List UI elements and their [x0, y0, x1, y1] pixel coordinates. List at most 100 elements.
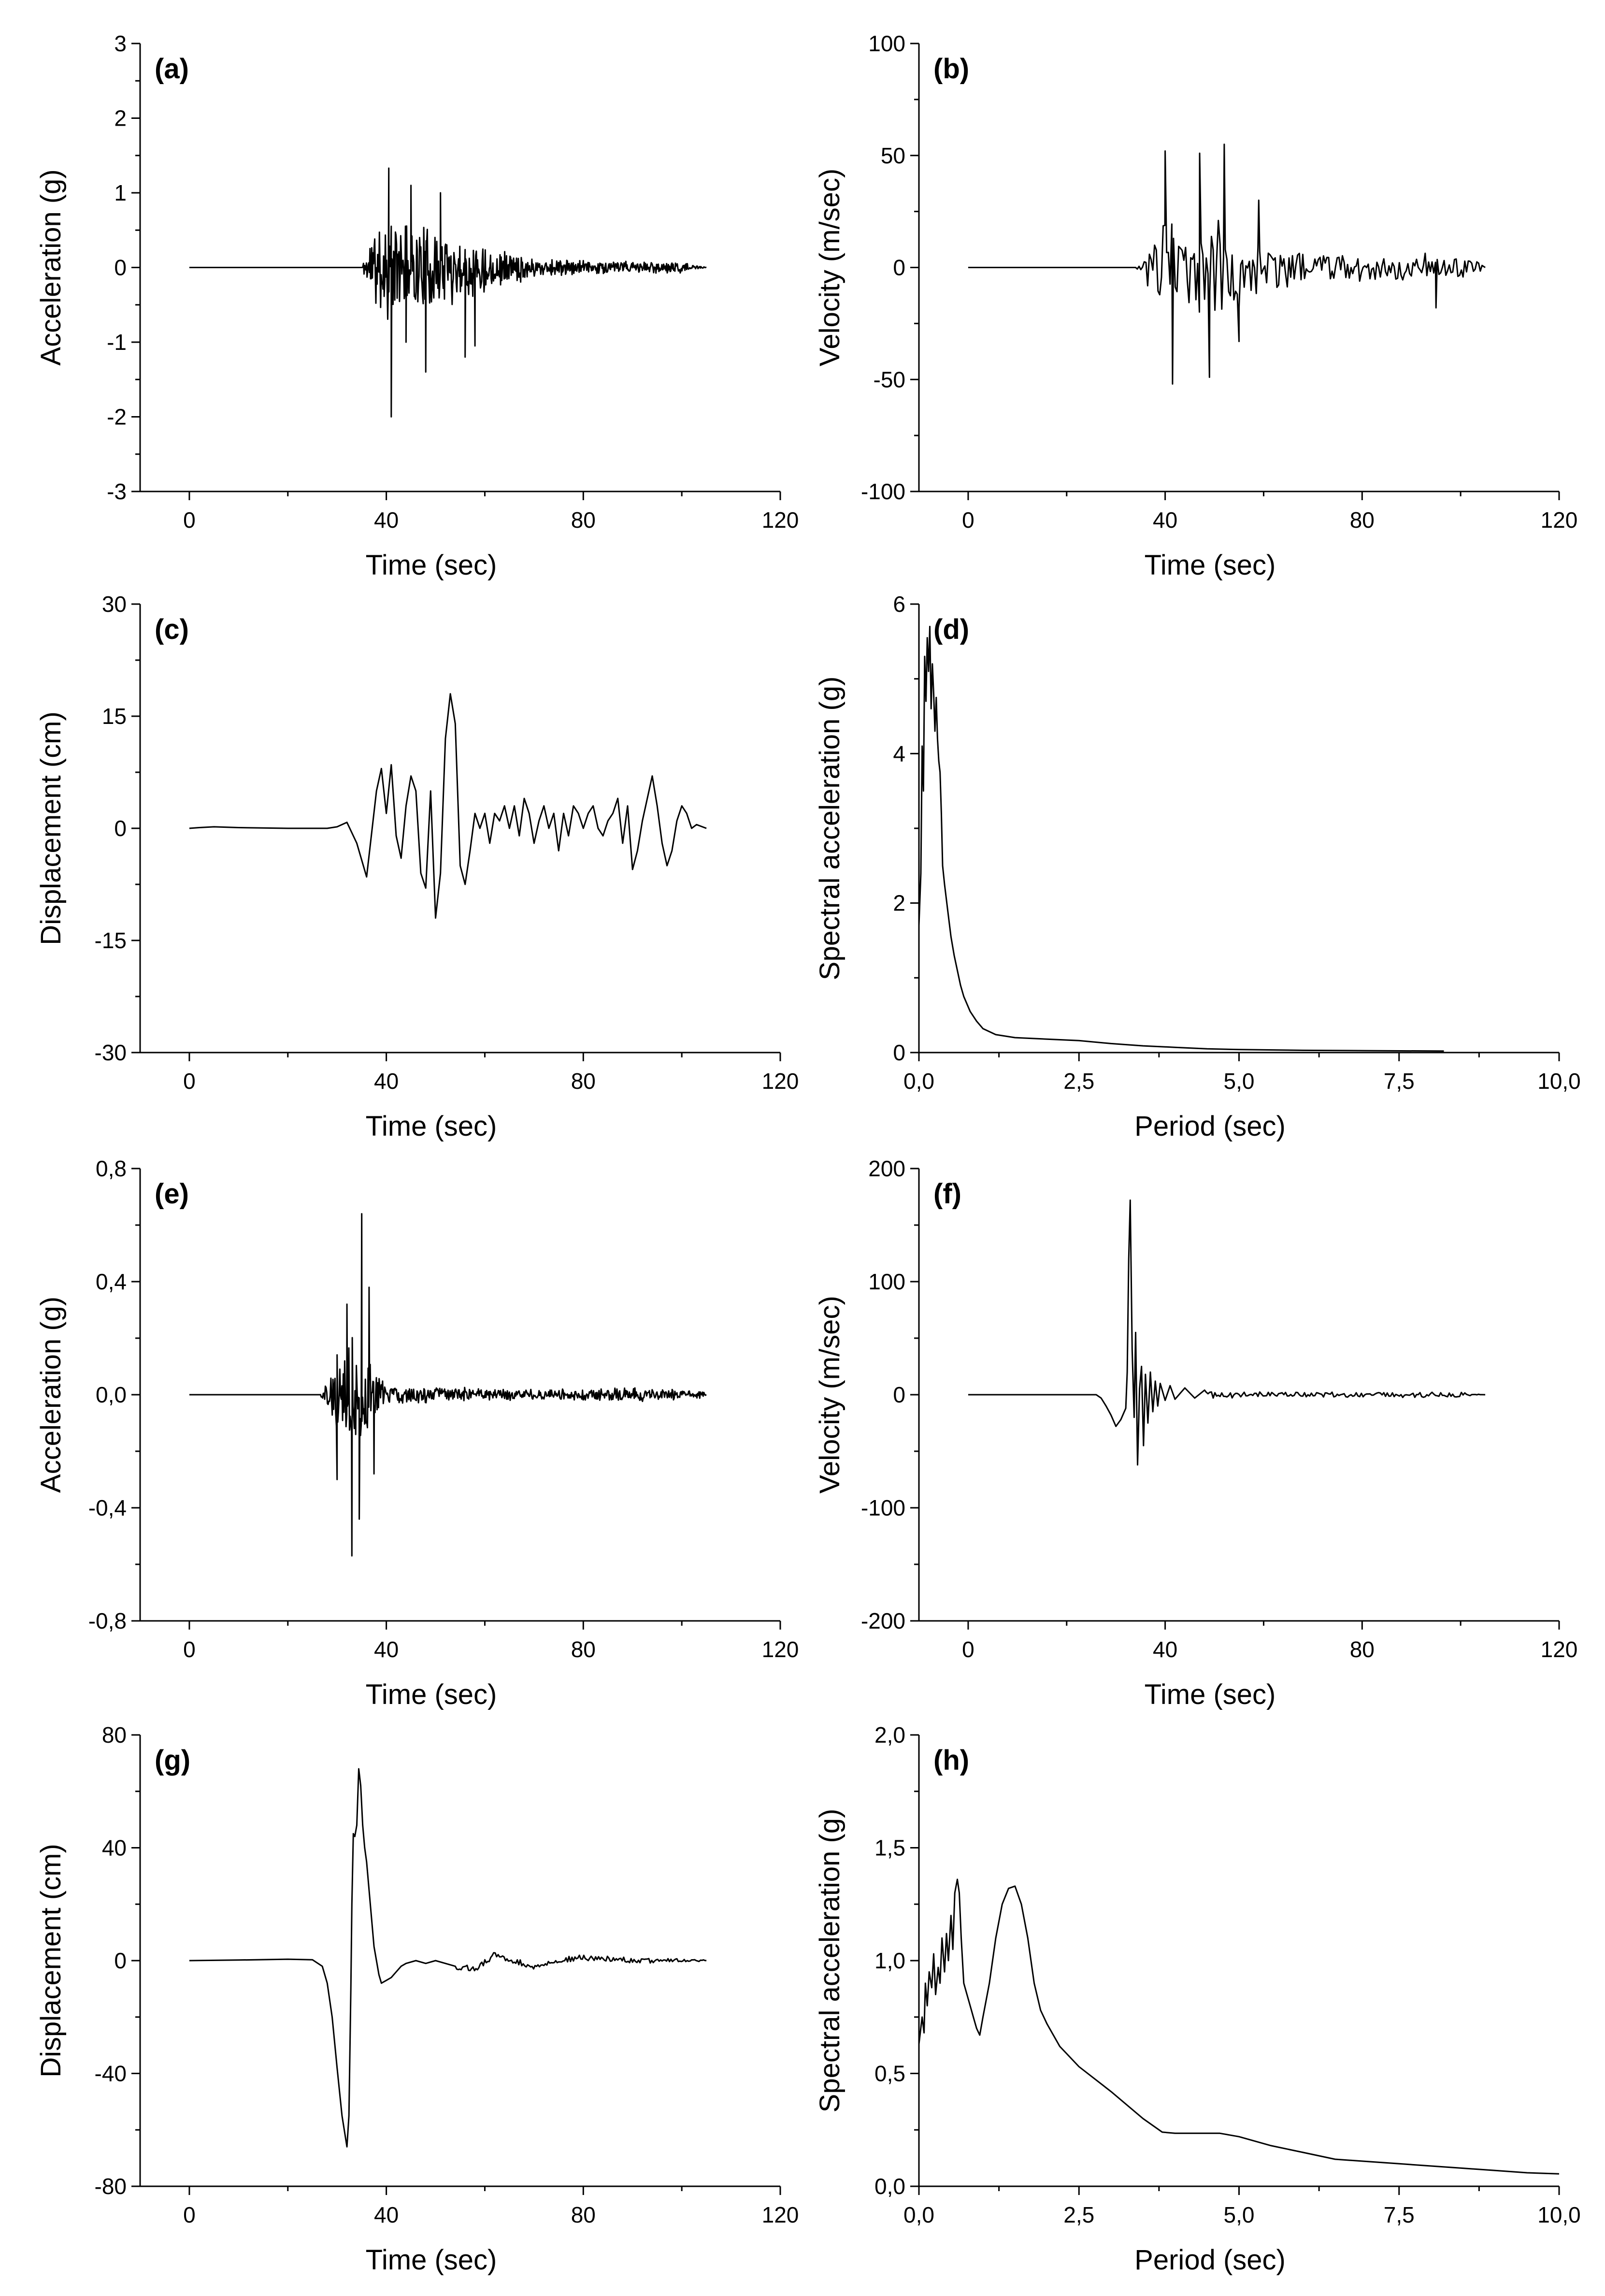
y-axis-title: Velocity (m/sec) [814, 169, 845, 366]
panel-a: 0 40 80 120 -3 -2 -1 0 1 2 3 Time (sec) Acceleration… [35, 31, 799, 581]
y-axis-title: Spectral acceleration (g) [814, 677, 845, 981]
panel-h: 0,0 2,5 5,0 7,5 10,0 0,0 0,5 1,0 1,5 2,0 Period (s… [814, 1722, 1581, 2276]
y-axis-title: Spectral acceleration (g) [814, 1809, 845, 2113]
y-tick-label: 0 [114, 255, 127, 280]
y-tick-label: 3 [114, 31, 127, 56]
y-tick-label: 0,8 [96, 1156, 127, 1181]
y-tick-label: -1 [107, 330, 127, 355]
x-tick-label: 40 [374, 2202, 399, 2227]
y-tick-label: 1 [114, 180, 127, 205]
x-tick-label: 80 [571, 1069, 596, 1094]
x-tick-label: 40 [1153, 507, 1177, 533]
x-axis-title: Time (sec) [366, 2244, 497, 2276]
y-tick-label: 0,4 [96, 1269, 127, 1294]
x-tick-label: 80 [571, 2202, 596, 2227]
x-tick-label: 80 [571, 507, 596, 533]
x-tick-label: 0 [183, 1637, 196, 1662]
x-axis-title: Period (sec) [1134, 1111, 1286, 1142]
panel-label: (e) [155, 1178, 189, 1210]
series-line-acceleration [189, 167, 707, 418]
x-axis-title: Time (sec) [1145, 549, 1276, 581]
panel-f: 0 40 80 120 -200 -100 0 100 200 Time (sec) Velocit… [814, 1156, 1577, 1710]
y-tick-label: -100 [861, 479, 905, 504]
x-tick-label: 0 [183, 1069, 196, 1094]
panel-e: 0 40 80 120 -0,8 -0,4 0,0 0,4 0,8 Time (sec) Accel… [35, 1156, 799, 1710]
x-axis-title: Time (sec) [366, 1111, 497, 1142]
x-tick-label: 80 [571, 1637, 596, 1662]
series-line-spectral_acceleration [918, 625, 1444, 1052]
y-tick-label: 1,0 [874, 1948, 905, 1973]
y-tick-label: -0,4 [88, 1495, 127, 1520]
x-tick-label: 2,5 [1063, 2202, 1094, 2227]
x-tick-label: 7,5 [1384, 2202, 1415, 2227]
y-tick-label: -200 [861, 1608, 905, 1633]
x-tick-label: 40 [374, 1637, 399, 1662]
y-tick-label: 0 [114, 1948, 127, 1973]
y-tick-label: 80 [102, 1722, 127, 1747]
y-tick-label: -100 [861, 1495, 905, 1520]
panel-label: (a) [155, 53, 189, 85]
x-tick-label: 10,0 [1537, 1069, 1581, 1094]
x-tick-label: 120 [762, 507, 799, 533]
y-tick-label: 0 [893, 1382, 905, 1407]
x-tick-label: 40 [1153, 1637, 1177, 1662]
x-axis-title: Time (sec) [1145, 1679, 1276, 1710]
y-tick-label: 15 [102, 704, 127, 729]
series-line-velocity [968, 1199, 1486, 1466]
panel-label: (b) [933, 53, 969, 85]
y-tick-label: 50 [881, 143, 905, 168]
x-tick-label: 120 [1541, 507, 1578, 533]
x-tick-label: 80 [1350, 1637, 1375, 1662]
y-tick-label: 100 [868, 1269, 905, 1294]
panel-label: (d) [933, 614, 969, 645]
y-tick-label: 2 [893, 891, 905, 916]
y-tick-label: -3 [107, 479, 127, 504]
y-tick-label: 0 [893, 255, 905, 280]
y-tick-label: 4 [893, 741, 905, 766]
x-tick-label: 120 [762, 1069, 799, 1094]
x-tick-label: 5,0 [1224, 2202, 1255, 2227]
panel-b: 0 40 80 120 -100 -50 0 50 100 Time (sec) Velocity … [814, 31, 1577, 581]
x-tick-label: 0 [183, 507, 196, 533]
y-tick-label: 100 [868, 31, 905, 56]
panel-d: 0,0 2,5 5,0 7,5 10,0 0 2 4 6 Period (sec) Spectral… [814, 592, 1581, 1142]
y-axis-title: Displacement (cm) [35, 711, 67, 945]
x-tick-label: 40 [374, 1069, 399, 1094]
y-tick-label: 1,5 [874, 1835, 905, 1861]
y-tick-label: -2 [107, 404, 127, 430]
x-tick-label: 0 [183, 2202, 196, 2227]
y-tick-label: 2,0 [874, 1722, 905, 1747]
panel-label: (h) [933, 1745, 969, 1776]
panel-c: 0 40 80 120 -30 -15 0 15 30 Time (sec) Displacemen… [35, 592, 799, 1142]
x-tick-label: 0 [962, 507, 974, 533]
x-tick-label: 120 [1541, 1637, 1578, 1662]
series-line-displacement [189, 693, 707, 919]
y-tick-label: -0,8 [88, 1608, 127, 1633]
series-line-spectral_acceleration [918, 1878, 1560, 2175]
x-axis-title: Time (sec) [366, 549, 497, 581]
x-tick-label: 2,5 [1063, 1069, 1094, 1094]
panel-label: (f) [933, 1178, 961, 1210]
y-tick-label: -30 [95, 1040, 127, 1065]
y-axis-title: Displacement (cm) [35, 1844, 67, 2077]
x-tick-label: 0,0 [903, 2202, 934, 2227]
y-axis-title: Acceleration (g) [35, 169, 67, 365]
x-tick-label: 5,0 [1224, 1069, 1255, 1094]
y-tick-label: 0 [114, 816, 127, 841]
series-line-displacement [189, 1768, 707, 2148]
y-tick-label: -50 [874, 367, 905, 392]
series-line-acceleration [189, 1213, 707, 1557]
y-tick-label: 40 [102, 1835, 127, 1861]
y-tick-label: 200 [868, 1156, 905, 1181]
panel-label: (g) [155, 1745, 190, 1776]
x-tick-label: 0,0 [903, 1069, 934, 1094]
y-axis-title: Velocity (m/sec) [814, 1296, 845, 1493]
panel-g: 0 40 80 120 -80 -40 0 40 80 Time (sec) Displacemen… [35, 1722, 799, 2276]
x-tick-label: 10,0 [1537, 2202, 1581, 2227]
panel-label: (c) [155, 614, 189, 645]
y-tick-label: 0,5 [874, 2061, 905, 2086]
y-tick-label: 0,0 [874, 2174, 905, 2199]
series-line-velocity [968, 144, 1486, 385]
x-tick-label: 7,5 [1384, 1069, 1415, 1094]
x-tick-label: 80 [1350, 507, 1375, 533]
